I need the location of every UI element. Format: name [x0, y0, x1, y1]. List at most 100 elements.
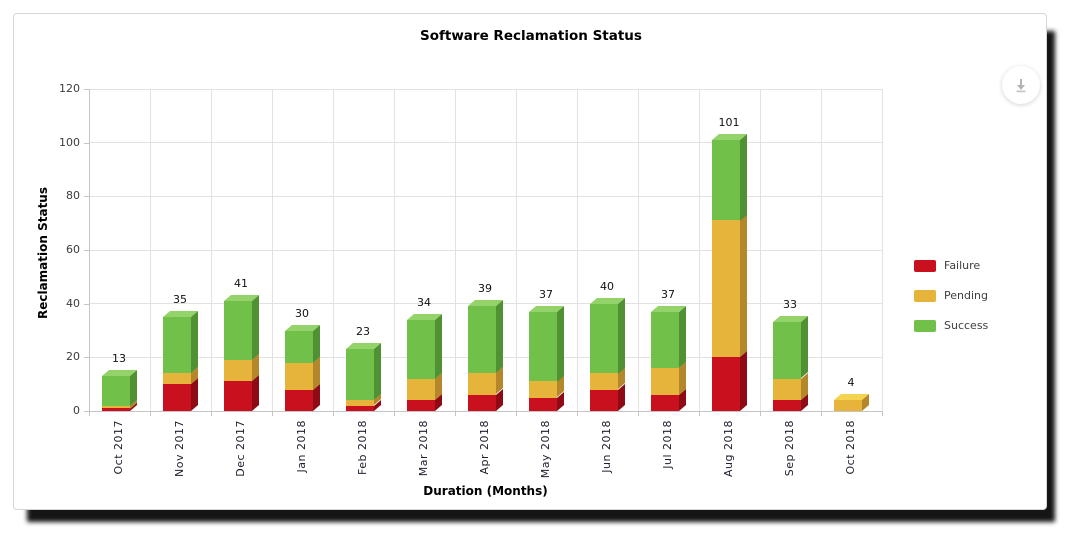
- bar-segment-failure[interactable]: [346, 405, 374, 411]
- x-tick: [455, 411, 456, 416]
- bar-segment-failure[interactable]: [468, 394, 496, 411]
- x-tick: [89, 411, 90, 416]
- x-tick: [394, 411, 395, 416]
- gridline: [699, 89, 700, 411]
- bar-segment-failure[interactable]: [163, 384, 191, 411]
- bar-value-label: 23: [356, 325, 370, 339]
- bar-value-label: 40: [600, 279, 614, 293]
- bar-segment-side: [191, 378, 198, 411]
- x-category-label: Aug 2018: [722, 420, 735, 477]
- bar-segment-side: [740, 133, 747, 221]
- bar-segment-failure[interactable]: [529, 397, 557, 411]
- bar-segment-failure[interactable]: [407, 400, 435, 411]
- y-tick-label: 80: [66, 189, 80, 203]
- bar-value-label: 41: [234, 276, 248, 290]
- legend-item-failure[interactable]: Failure: [914, 259, 988, 272]
- gridline: [211, 89, 212, 411]
- x-category-label: Oct 2017: [112, 420, 125, 475]
- x-category-label: Jan 2018: [295, 420, 308, 473]
- y-tick: [84, 250, 89, 251]
- bar-segment-failure[interactable]: [712, 357, 740, 411]
- bar-segment-side: [801, 316, 808, 379]
- x-tick: [211, 411, 212, 416]
- x-category-label: Sep 2018: [783, 420, 796, 477]
- bar-segment-side: [435, 313, 442, 379]
- gridline: [638, 89, 639, 411]
- y-tick-label: 60: [66, 243, 80, 256]
- gridline: [89, 249, 882, 251]
- y-tick-label: 0: [73, 404, 80, 417]
- bar-segment-success[interactable]: [651, 311, 679, 369]
- gridline: [89, 195, 882, 197]
- bar-segment-failure[interactable]: [285, 389, 313, 411]
- bar-segment-side: [557, 305, 564, 382]
- x-tick: [821, 411, 822, 416]
- bar-segment-success[interactable]: [529, 311, 557, 382]
- y-tick: [84, 357, 89, 359]
- x-category-label: Dec 2017: [234, 420, 247, 477]
- legend-item-pending[interactable]: Pending: [914, 289, 988, 302]
- bar-segment-success[interactable]: [224, 300, 252, 360]
- chart-legend: Failure Pending Success: [914, 259, 988, 349]
- gridline: [394, 89, 395, 411]
- download-button[interactable]: [1002, 66, 1040, 104]
- bar-segment-pending[interactable]: [590, 373, 618, 390]
- y-tick: [84, 142, 89, 144]
- bar-segment-pending[interactable]: [651, 368, 679, 395]
- bar-segment-success[interactable]: [773, 322, 801, 379]
- x-category-label: Mar 2018: [417, 420, 430, 477]
- bar-segment-pending[interactable]: [163, 373, 191, 385]
- x-tick: [272, 411, 273, 416]
- bar-segment-success[interactable]: [346, 349, 374, 401]
- bar-segment-failure[interactable]: [590, 389, 618, 411]
- bar-segment-side: [252, 294, 259, 360]
- bar-segment-success[interactable]: [102, 376, 130, 406]
- y-tick-label: 20: [66, 350, 80, 364]
- bar-value-label: 35: [173, 293, 187, 307]
- bar-segment-failure[interactable]: [224, 381, 252, 411]
- bar-segment-side: [252, 375, 259, 411]
- bar-value-label: 33: [783, 298, 797, 312]
- bar-value-label: 34: [417, 295, 431, 309]
- x-tick: [699, 411, 700, 416]
- bar-segment-failure[interactable]: [773, 400, 801, 411]
- gridline: [577, 89, 578, 411]
- y-tick-label: 40: [66, 296, 80, 310]
- x-category-label: Nov 2017: [173, 420, 186, 477]
- bar-segment-success[interactable]: [407, 319, 435, 379]
- y-tick-label: 100: [59, 135, 80, 149]
- bar-segment-pending[interactable]: [468, 373, 496, 395]
- bar-segment-success[interactable]: [712, 139, 740, 221]
- bar-segment-pending[interactable]: [529, 381, 557, 398]
- x-tick: [150, 411, 151, 416]
- bar-segment-pending[interactable]: [773, 378, 801, 401]
- bar-segment-success[interactable]: [285, 330, 313, 363]
- bar-segment-success[interactable]: [590, 303, 618, 374]
- bar-segment-pending[interactable]: [285, 362, 313, 390]
- bar-segment-pending[interactable]: [346, 400, 374, 406]
- x-tick: [516, 411, 517, 416]
- gridline: [89, 88, 882, 90]
- bar-segment-side: [740, 351, 747, 411]
- bar-segment-side: [313, 324, 320, 363]
- x-tick: [882, 411, 883, 416]
- bar-segment-pending[interactable]: [224, 360, 252, 382]
- bar-segment-failure[interactable]: [102, 408, 130, 411]
- x-category-label: Oct 2018: [844, 420, 857, 475]
- x-tick: [333, 411, 334, 416]
- bar-segment-pending[interactable]: [407, 378, 435, 401]
- bar-segment-pending[interactable]: [102, 405, 130, 409]
- bar-segment-success[interactable]: [163, 317, 191, 374]
- gridline: [882, 89, 883, 411]
- bar-segment-pending[interactable]: [834, 400, 862, 411]
- bar-segment-pending[interactable]: [712, 220, 740, 358]
- y-tick: [84, 89, 89, 90]
- x-category-label: May 2018: [539, 420, 552, 479]
- bar-segment-success[interactable]: [468, 306, 496, 374]
- gridline: [150, 89, 151, 411]
- bar-segment-failure[interactable]: [651, 394, 679, 411]
- chart-panel: Software Reclamation Status Reclamation …: [13, 13, 1047, 510]
- success-swatch-icon: [914, 319, 936, 332]
- y-tick: [84, 196, 89, 198]
- legend-item-success[interactable]: Success: [914, 319, 988, 332]
